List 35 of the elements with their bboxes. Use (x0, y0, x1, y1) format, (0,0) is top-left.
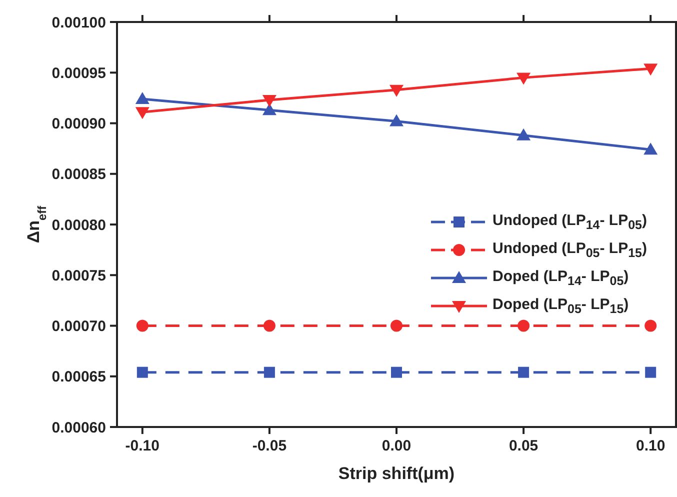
x-tick-label: 0.00 (382, 438, 412, 455)
y-tick-label: 0.00095 (52, 64, 106, 82)
point (391, 366, 402, 378)
point (262, 94, 276, 107)
point (644, 320, 657, 332)
y-tick-label: 0.00085 (52, 166, 106, 184)
y-tick-label: 0.00100 (52, 14, 106, 32)
y-tick-label: 0.00075 (52, 267, 106, 284)
point (135, 107, 150, 120)
x-tick-label: -0.10 (125, 438, 160, 455)
point (390, 84, 404, 97)
y-tick-label: 0.00090 (52, 116, 106, 133)
x-tick-label: 0.05 (508, 438, 538, 455)
y-tick-label: 0.00065 (52, 368, 106, 386)
x-tick-label: -0.05 (252, 438, 287, 455)
point (644, 142, 658, 155)
point (644, 64, 658, 76)
legend-label: Doped (LP$_{14}$- LP$_{05}$) (492, 268, 629, 288)
y-tick-label: 0.00080 (52, 216, 106, 234)
y-tick-label: 0.00060 (52, 419, 106, 436)
point (390, 320, 402, 332)
legend-label: Undoped (LP$_{05}$- LP$_{15}$) (492, 240, 647, 260)
point (136, 320, 148, 332)
point (518, 366, 530, 378)
legend-label: Undoped (LP$_{14}$- LP$_{05}$) (492, 212, 647, 232)
point (263, 320, 276, 332)
point (264, 366, 275, 378)
legend-label: Doped (LP$_{05}$- LP$_{15}$) (492, 296, 629, 316)
point (518, 320, 530, 332)
x-axis-title: Strip shift(μm) (338, 464, 455, 483)
point (136, 366, 148, 378)
point (645, 366, 656, 378)
x-tick-label: 0.10 (636, 438, 666, 455)
y-tick-label: 0.00070 (52, 318, 106, 336)
point (516, 72, 531, 85)
